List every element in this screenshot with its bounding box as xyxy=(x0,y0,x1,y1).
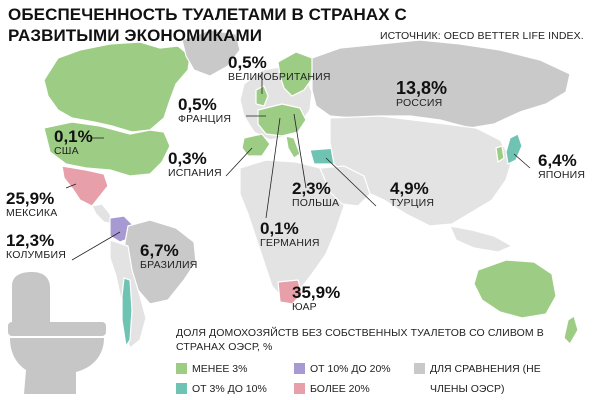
south-africa-shape xyxy=(277,279,303,305)
iberia-shape xyxy=(241,133,271,157)
japan-name: ЯПОНИЯ xyxy=(538,169,586,181)
legend-label-10-20: ОТ 10% ДО 20% xyxy=(310,363,391,375)
japan-value: 6,4% xyxy=(538,151,577,170)
japan-leader xyxy=(513,153,531,169)
france-value: 0,5% xyxy=(178,95,217,114)
colombia-leader xyxy=(71,231,121,261)
legend-item-less3: МЕНЕЕ 3% xyxy=(176,362,247,376)
australia-shape xyxy=(473,259,557,319)
poland-leader xyxy=(293,113,307,189)
label-usa: 0,1% США xyxy=(54,128,93,157)
france-name: ФРАНЦИЯ xyxy=(178,113,232,125)
greenland-shape xyxy=(181,29,241,77)
legend: МЕНЕЕ 3% ОТ 3% ДО 10% ОТ 10% ДО 20% БОЛЕ… xyxy=(176,362,596,398)
mexico-value: 25,9% xyxy=(6,189,55,208)
label-brazil: 6,7% БРАЗИЛИЯ xyxy=(140,242,198,271)
legend-item-3-10: ОТ 3% ДО 10% xyxy=(176,382,267,396)
legend-item-10-20: ОТ 10% ДО 20% xyxy=(294,362,391,376)
sa-name: ЮАР xyxy=(292,301,317,313)
germany-name: ГЕРМАНИЯ xyxy=(260,237,320,249)
turkey-name: ТУРЦИЯ xyxy=(390,197,435,209)
russia-name: РОССИЯ xyxy=(396,97,443,109)
italy-shape xyxy=(285,135,301,159)
usa-value: 0,1% xyxy=(54,127,93,146)
mexico-name: МЕКСИКА xyxy=(6,207,58,219)
legend-swatch-more20 xyxy=(294,383,305,394)
korea-shape xyxy=(495,145,505,163)
poland-name: ПОЛЬША xyxy=(292,197,340,209)
label-turkey: 4,9% ТУРЦИЯ xyxy=(390,180,434,209)
label-russia: 13,8% РОССИЯ xyxy=(396,79,447,109)
brazil-value: 6,7% xyxy=(140,241,179,260)
source-note: ИСТОЧНИК: OECD BETTER LIFE INDEX. xyxy=(380,30,584,42)
uk-shape xyxy=(255,85,269,107)
africa-shape xyxy=(239,159,345,301)
asia-shape xyxy=(329,115,513,227)
turkey-leader xyxy=(325,157,377,207)
russia-value: 13,8% xyxy=(396,78,448,98)
turkey-value: 4,9% xyxy=(390,179,429,198)
spain-name: ИСПАНИЯ xyxy=(168,167,222,179)
label-germany: 0,1% ГЕРМАНИЯ xyxy=(260,220,320,249)
middle-east-shape xyxy=(319,165,371,207)
uk-name: ВЕЛИКОБРИТАНИЯ xyxy=(228,71,331,83)
legend-label-more20: БОЛЕЕ 20% xyxy=(310,383,370,395)
usa-name: США xyxy=(54,145,79,157)
mexico-leader xyxy=(65,183,77,189)
label-spain: 0,3% ИСПАНИЯ xyxy=(168,150,222,179)
germany-value: 0,1% xyxy=(260,219,299,238)
legend-item-more20: БОЛЕЕ 20% xyxy=(294,382,370,396)
toilet-icon xyxy=(8,272,106,394)
label-japan: 6,4% ЯПОНИЯ xyxy=(538,152,585,181)
label-colombia: 12,3% КОЛУМБИЯ xyxy=(6,232,66,261)
spain-leader xyxy=(225,147,253,177)
russia-shape xyxy=(311,39,571,129)
colombia-value: 12,3% xyxy=(6,231,55,250)
label-france: 0,5% ФРАНЦИЯ xyxy=(178,96,231,125)
central-america-shape xyxy=(91,203,113,225)
scandinavia-shape xyxy=(277,51,315,97)
label-sa: 35,9% ЮАР xyxy=(292,284,340,313)
canada-shape xyxy=(43,41,191,133)
page-title: ОБЕСПЕЧЕННОСТЬ ТУАЛЕТАМИ В СТРАНАХ С РАЗ… xyxy=(8,5,407,45)
mexico-shape xyxy=(61,165,109,207)
germany-leader xyxy=(265,117,281,219)
colombia-name: КОЛУМБИЯ xyxy=(6,249,66,261)
brazil-name: БРАЗИЛИЯ xyxy=(140,259,198,271)
se-asia-shape xyxy=(449,225,513,253)
legend-title: ДОЛЯ ДОМОХОЗЯЙСТВ БЕЗ СОБСТВЕННЫХ ТУАЛЕТ… xyxy=(176,327,544,353)
label-poland: 2,3% ПОЛЬША xyxy=(292,180,339,209)
legend-swatch-less3 xyxy=(176,363,187,374)
sa-value: 35,9% xyxy=(292,283,341,302)
uk-value: 0,5% xyxy=(228,53,267,72)
usa-shape xyxy=(43,121,171,177)
new-zealand-shape xyxy=(563,315,579,345)
legend-label-less3: МЕНЕЕ 3% xyxy=(192,363,248,375)
legend-label-3-10: ОТ 3% ДО 10% xyxy=(192,383,267,395)
legend-swatch-3-10 xyxy=(176,383,187,394)
legend-item-non-oecd: ДЛЯ СРАВНЕНИЯ (НЕ ЧЛЕНЫ ОЭСР) xyxy=(414,362,554,399)
spain-value: 0,3% xyxy=(168,149,207,168)
western-europe-shape xyxy=(257,103,307,137)
legend-label-non-oecd: ДЛЯ СРАВНЕНИЯ (НЕ ЧЛЕНЫ ОЭСР) xyxy=(430,363,541,395)
poland-value: 2,3% xyxy=(292,179,331,198)
legend-swatch-non-oecd xyxy=(414,363,425,374)
chile-shape xyxy=(121,277,133,347)
legend-swatch-10-20 xyxy=(294,363,305,374)
label-mexico: 25,9% МЕКСИКА xyxy=(6,190,57,219)
japan-shape xyxy=(505,133,523,165)
label-uk: 0,5% ВЕЛИКОБРИТАНИЯ xyxy=(228,54,331,83)
